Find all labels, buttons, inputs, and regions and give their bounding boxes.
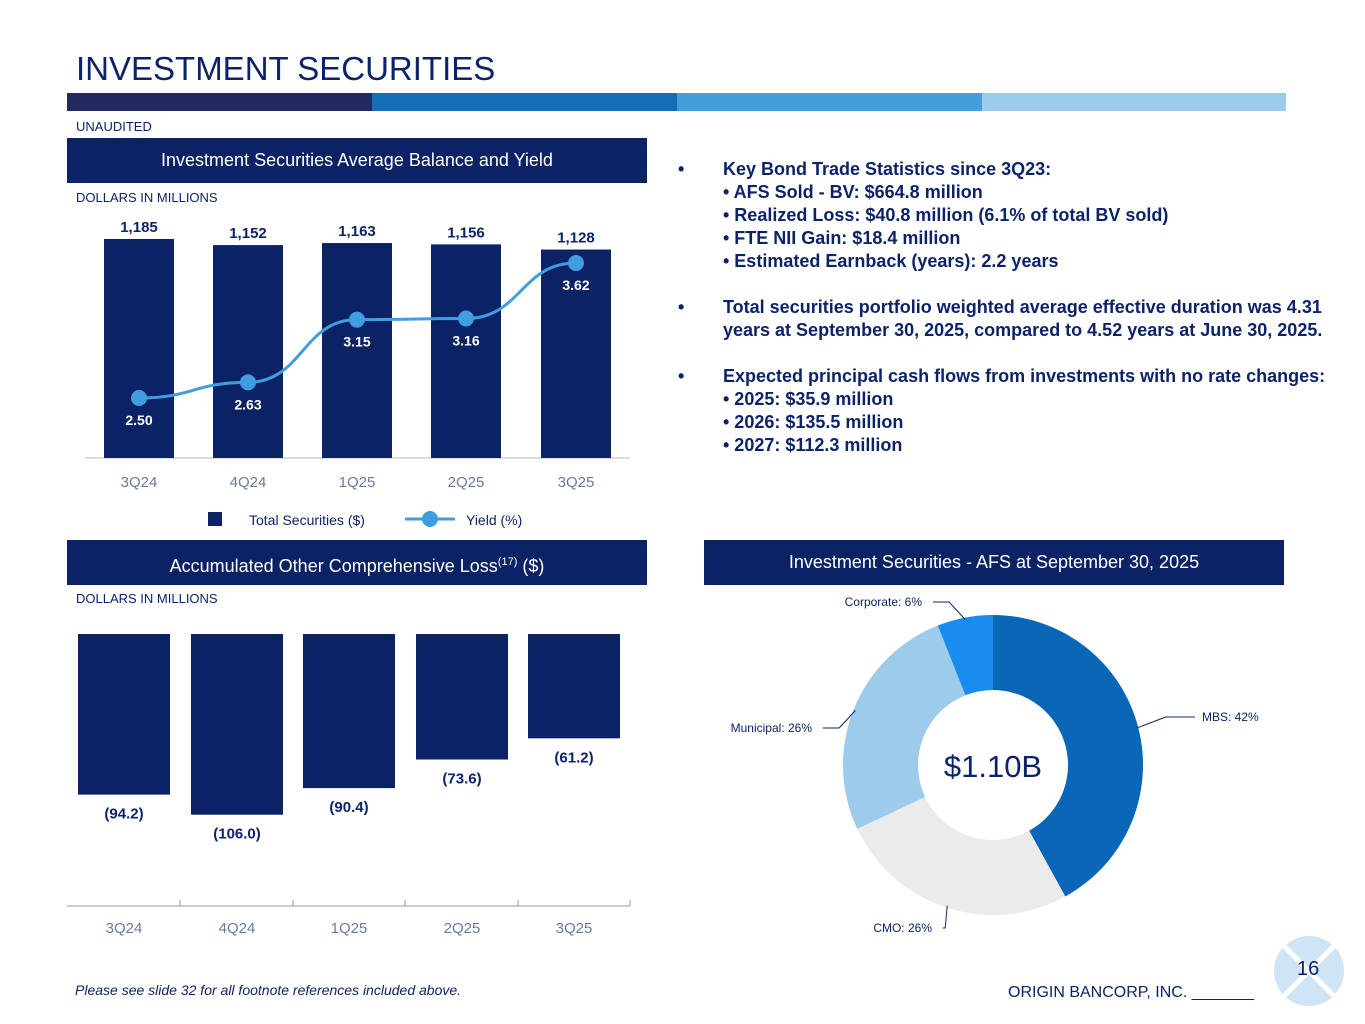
sub-bullet: • 2025: $35.9 million	[723, 389, 894, 409]
unaudited-label: UNAUDITED	[76, 119, 152, 134]
logo-icon	[1274, 936, 1344, 1006]
leader-line	[943, 905, 948, 929]
sub-bullet: • AFS Sold - BV: $664.8 million	[723, 182, 983, 202]
x-tick-label: 2Q25	[448, 474, 485, 491]
x-tick-label: 4Q24	[219, 920, 256, 937]
stripe-1	[67, 93, 372, 111]
leader-line	[1136, 716, 1195, 729]
slice-label: MBS: 42%	[1202, 710, 1259, 724]
donut-slice	[937, 615, 993, 696]
legend-line-marker	[422, 511, 438, 527]
company-name: ORIGIN BANCORP, INC. _______	[1008, 984, 1255, 1001]
legend-bar-label: Total Securities ($)	[249, 512, 365, 528]
stripe-3	[677, 93, 982, 111]
yield-point	[240, 374, 256, 391]
yield-label: 2.63	[234, 396, 261, 412]
bar-label: (94.2)	[104, 806, 143, 823]
yield-point	[131, 390, 147, 406]
page-number: 16	[1297, 958, 1320, 980]
bar	[104, 239, 174, 458]
bar	[416, 634, 508, 760]
bar-label: (61.2)	[554, 749, 593, 766]
sub-bullet: • Realized Loss: $40.8 million (6.1% of …	[723, 205, 1169, 225]
x-tick-label: 3Q24	[106, 920, 143, 937]
balance-yield-chart: 1,185 3Q24 1,152 4Q24 1,163 1Q25 1,156 2Q25 1,12…	[85, 219, 630, 528]
chart2-banner-suffix: ($)	[517, 556, 545, 576]
slice-label: Municipal: 26%	[731, 721, 813, 735]
bar-label: 1,156	[447, 224, 485, 241]
chart3-banner: Investment Securities - AFS at September…	[704, 540, 1284, 585]
bar-label: 1,185	[120, 219, 158, 236]
bar-label: (90.4)	[329, 799, 368, 816]
leader-line	[933, 601, 966, 620]
bar-label: (73.6)	[442, 770, 481, 787]
donut-slice	[857, 796, 1066, 915]
yield-point	[458, 310, 474, 327]
slice-label: CMO: 26%	[873, 921, 932, 935]
chart2-banner-text: Accumulated Other Comprehensive Loss	[169, 556, 498, 576]
page-title: INVESTMENT SECURITIES	[76, 50, 496, 87]
bullet-trade-stats: Key Bond Trade Statistics since 3Q23:	[678, 158, 1328, 181]
legend-line-label: Yield (%)	[466, 512, 522, 528]
yield-label: 3.16	[452, 332, 479, 348]
x-tick-label: 1Q25	[331, 920, 368, 937]
legend-bar-swatch	[208, 512, 222, 526]
donut-center-label: $1.10B	[944, 749, 1042, 784]
aocl-chart: (94.2) 3Q24 (106.0) 4Q24 (90.4) 1Q25 (73.6) 2Q2…	[67, 634, 631, 937]
chart2-units: DOLLARS IN MILLIONS	[76, 591, 218, 606]
x-tick-label: 2Q25	[444, 920, 481, 937]
bar	[322, 243, 392, 458]
yield-point	[568, 255, 584, 272]
bar	[191, 634, 283, 815]
yield-label: 2.50	[125, 412, 152, 428]
chart2-banner: Accumulated Other Comprehensive Loss(17)…	[67, 540, 647, 585]
leader-line	[823, 710, 856, 729]
bar	[213, 245, 283, 458]
sub-bullet: • 2026: $135.5 million	[723, 412, 904, 432]
yield-label: 3.15	[343, 334, 370, 350]
x-tick-label: 3Q25	[558, 474, 595, 491]
x-tick-label: 1Q25	[339, 474, 376, 491]
x-tick-label: 4Q24	[230, 474, 267, 491]
chart1-units: DOLLARS IN MILLIONS	[76, 190, 218, 205]
sub-bullet: • 2027: $112.3 million	[723, 435, 903, 455]
bar	[528, 634, 620, 739]
yield-point	[349, 311, 365, 328]
x-tick-label: 3Q25	[556, 920, 593, 937]
bar-label: (106.0)	[213, 826, 261, 843]
footnote: Please see slide 32 for all footnote ref…	[75, 982, 462, 998]
bar	[431, 244, 501, 458]
slice-label: Corporate: 6%	[845, 595, 923, 609]
bar-label: 1,163	[338, 223, 376, 240]
key-statistics: Key Bond Trade Statistics since 3Q23: • …	[678, 158, 1328, 457]
footnote-ref: (17)	[497, 556, 518, 568]
chart1-banner: Investment Securities Average Balance an…	[67, 138, 647, 183]
bullet-duration: Total securities portfolio weighted aver…	[678, 296, 1328, 342]
bar-label: 1,128	[557, 230, 595, 247]
x-tick-label: 3Q24	[121, 474, 158, 491]
bar	[541, 249, 611, 458]
donut-slice	[993, 615, 1143, 897]
bar-label: 1,152	[229, 225, 267, 242]
afs-donut-chart: MBS: 42% CMO: 26% Municipal: 26% Corporate:…	[731, 595, 1259, 935]
bar	[303, 634, 395, 789]
stripe-4	[982, 93, 1286, 111]
bar	[78, 634, 170, 795]
sub-bullet: • FTE NII Gain: $18.4 million	[723, 228, 961, 248]
sub-bullet: • Estimated Earnback (years): 2.2 years	[723, 251, 1059, 271]
donut-slice	[843, 625, 966, 829]
stripe-2	[372, 93, 677, 111]
bullet-cash-flows: Expected principal cash flows from inves…	[678, 365, 1328, 388]
yield-label: 3.62	[562, 277, 589, 293]
